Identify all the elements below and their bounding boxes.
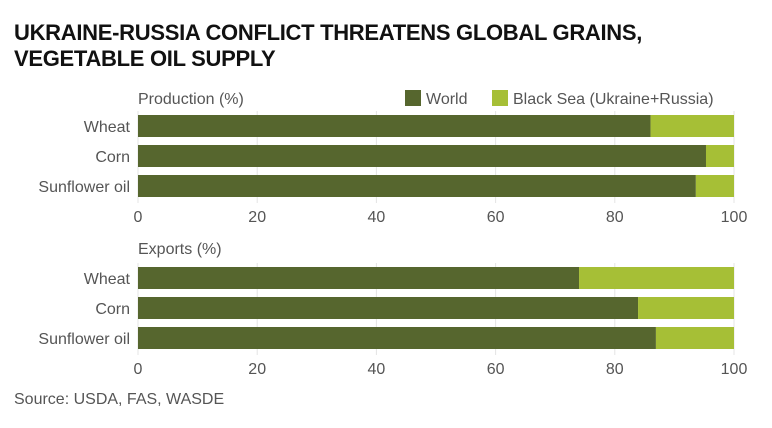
legend-swatch bbox=[405, 90, 421, 106]
bar-world bbox=[138, 297, 639, 319]
panel-title: Production (%) bbox=[138, 91, 244, 108]
bar-black-sea bbox=[650, 115, 734, 137]
x-tick-label: 40 bbox=[368, 361, 386, 378]
x-tick-label: 0 bbox=[134, 209, 143, 226]
category-label: Corn bbox=[95, 301, 130, 318]
bar-world bbox=[138, 327, 656, 349]
bar-black-sea bbox=[579, 267, 734, 289]
x-tick-label: 80 bbox=[606, 209, 624, 226]
category-label: Sunflower oil bbox=[38, 179, 130, 196]
category-label: Wheat bbox=[84, 119, 131, 136]
x-tick-label: 100 bbox=[721, 361, 748, 378]
bar-black-sea bbox=[638, 297, 734, 319]
x-tick-label: 60 bbox=[487, 361, 505, 378]
bar-black-sea bbox=[655, 327, 734, 349]
x-tick-label: 100 bbox=[721, 209, 748, 226]
source-note: Source: USDA, FAS, WASDE bbox=[14, 391, 225, 408]
category-label: Corn bbox=[95, 149, 130, 166]
bar-black-sea bbox=[705, 145, 734, 167]
x-tick-label: 20 bbox=[248, 209, 266, 226]
category-label: Sunflower oil bbox=[38, 331, 130, 348]
legend-label: Black Sea (Ukraine+Russia) bbox=[513, 91, 714, 108]
category-label: Wheat bbox=[84, 271, 131, 288]
x-tick-label: 80 bbox=[606, 361, 624, 378]
bar-black-sea bbox=[695, 175, 734, 197]
bar-world bbox=[138, 115, 651, 137]
x-tick-label: 20 bbox=[248, 361, 266, 378]
x-tick-label: 60 bbox=[487, 209, 505, 226]
title-line-2: VEGETABLE OIL SUPPLY bbox=[14, 46, 276, 71]
chart-title: UKRAINE-RUSSIA CONFLICT THREATENS GLOBAL… bbox=[14, 20, 642, 72]
bar-world bbox=[138, 145, 706, 167]
bar-world bbox=[138, 267, 580, 289]
legend-label: World bbox=[426, 91, 468, 108]
x-tick-label: 0 bbox=[134, 361, 143, 378]
panel-title: Exports (%) bbox=[138, 241, 222, 258]
legend-swatch bbox=[492, 90, 508, 106]
title-line-1: UKRAINE-RUSSIA CONFLICT THREATENS GLOBAL… bbox=[14, 20, 643, 45]
bar-world bbox=[138, 175, 696, 197]
x-tick-label: 40 bbox=[368, 209, 386, 226]
